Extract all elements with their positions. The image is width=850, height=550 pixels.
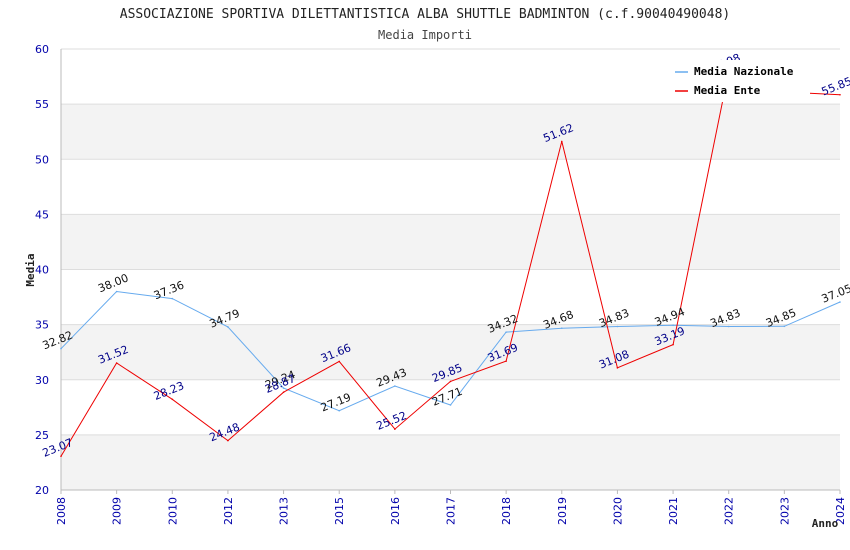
x-tick-label: 2010 — [166, 497, 179, 525]
data-point — [505, 360, 507, 362]
x-tick-label: 2015 — [333, 497, 346, 525]
data-point — [227, 326, 229, 328]
data-point — [783, 325, 786, 328]
plot-band — [61, 324, 840, 380]
data-point — [727, 325, 730, 328]
data-point — [672, 343, 674, 346]
y-tick-label: 30 — [35, 374, 49, 387]
data-point — [672, 324, 674, 327]
x-axis-label: Anno — [812, 517, 839, 530]
x-tick-label: 2019 — [556, 497, 569, 525]
x-tick-label: 2018 — [500, 497, 513, 525]
x-tick-label: 2017 — [445, 497, 458, 525]
data-point — [171, 398, 174, 401]
data-point — [449, 404, 452, 406]
x-tick-label: 2024 — [834, 497, 847, 525]
x-tick-label: 2021 — [667, 497, 680, 525]
plot-band — [61, 159, 840, 215]
data-point — [115, 290, 118, 293]
y-tick-label: 55 — [35, 98, 49, 111]
y-tick-label: 50 — [35, 153, 49, 166]
plot-band — [61, 214, 840, 270]
y-tick-label: 25 — [35, 429, 49, 442]
y-tick-label: 20 — [35, 484, 49, 497]
data-point — [394, 428, 396, 430]
data-point — [616, 367, 619, 369]
data-point — [394, 385, 396, 387]
legend-box — [668, 60, 810, 102]
x-tick-label: 2022 — [723, 497, 736, 525]
plot-band — [61, 379, 840, 435]
y-tick-label: 60 — [35, 43, 49, 56]
y-tick-label: 45 — [35, 208, 49, 221]
plot-band — [61, 104, 840, 160]
x-tick-label: 2020 — [611, 497, 624, 525]
data-point — [115, 362, 118, 364]
data-point — [839, 93, 841, 96]
data-point — [616, 325, 619, 328]
data-point — [282, 387, 285, 389]
chart-subtitle: Media Importi — [378, 28, 472, 42]
x-tick-label: 2013 — [278, 497, 291, 525]
x-tick-label: 2023 — [778, 497, 791, 525]
axes: 20 25 30 35 40 45 50 55 60 2008 2009 2010 2012 2013 20… — [35, 43, 847, 525]
data-point — [338, 409, 341, 412]
data-point — [505, 331, 507, 333]
legend-label-media-ente: Media Ente — [694, 84, 761, 97]
data-point — [171, 297, 174, 300]
plot-band — [61, 434, 840, 490]
x-tick-label: 2012 — [222, 497, 235, 525]
data-point — [839, 301, 841, 303]
plot-band — [61, 269, 840, 325]
y-tick-label: 35 — [35, 319, 49, 332]
data-point — [282, 391, 285, 394]
legend-label-media-nazionale: Media Nazionale — [694, 65, 794, 78]
data-point — [338, 360, 341, 363]
x-tick-label: 2009 — [111, 497, 124, 525]
plot-bands — [61, 49, 840, 490]
x-tick-label: 2016 — [389, 497, 402, 525]
data-point — [560, 327, 563, 329]
data-point — [60, 455, 62, 457]
y-axis-label: Media — [24, 253, 37, 286]
x-tick-label: 2008 — [55, 497, 68, 525]
data-point — [60, 347, 62, 350]
chart-title: ASSOCIAZIONE SPORTIVA DILETTANTISTICA AL… — [120, 7, 730, 22]
data-point — [560, 140, 563, 143]
legend: Media Nazionale Media Ente — [668, 60, 810, 102]
y-tick-label: 40 — [35, 264, 49, 277]
data-point — [449, 380, 452, 383]
data-point — [227, 439, 229, 442]
